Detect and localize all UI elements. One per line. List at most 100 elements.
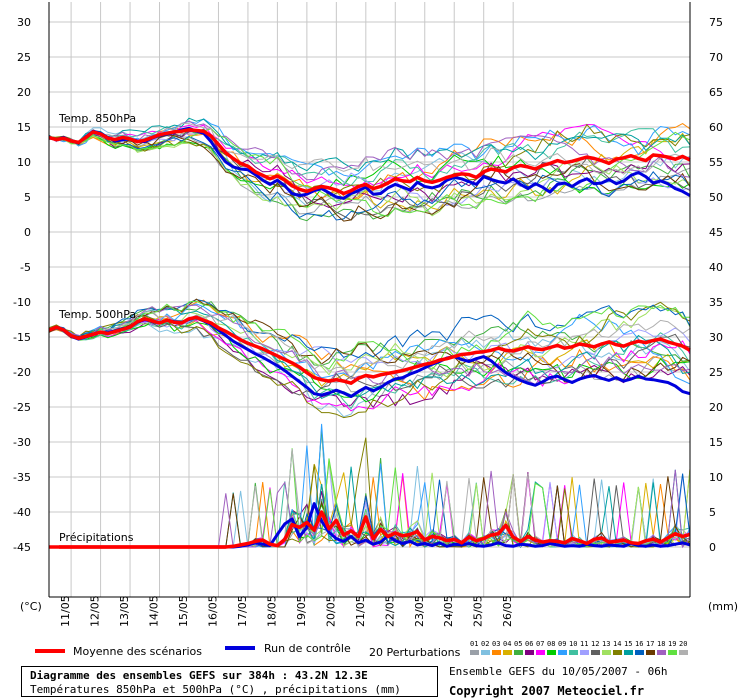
perturbation-id: 07 — [536, 640, 544, 648]
legend-perturbations-label: 20 Perturbations — [369, 646, 461, 659]
chart-axes: 302520151050-5-10-15-20-25-30-35-40-4575… — [13, 2, 723, 627]
y-tick-label: -20 — [13, 366, 31, 379]
perturbation-id: 06 — [525, 640, 533, 648]
left-unit-label: (°C) — [20, 600, 42, 613]
y-tick-label: -5 — [20, 261, 31, 274]
y-tick-label: 25 — [17, 51, 31, 64]
perturbation-legend: 01 02 03 04 05 06 07 08 09 10 11 12 13 14 15 16 17 18 19 20 — [470, 640, 688, 655]
chart-grid — [49, 2, 690, 597]
perturbation-swatch — [646, 650, 655, 655]
perturbation-line — [48, 318, 691, 410]
x-tick-label: 22/05 — [383, 595, 396, 627]
panel-label-t500: Temp. 500hPa — [58, 308, 136, 321]
perturbation-id: 01 — [470, 640, 478, 648]
perturbation-line — [48, 132, 691, 212]
ensemble-chart: 302520151050-5-10-15-20-25-30-35-40-4575… — [13, 2, 738, 659]
y2-tick-label: 55 — [709, 156, 723, 169]
y2-tick-label: 15 — [709, 436, 723, 449]
y2-tick-label: 20 — [709, 401, 723, 414]
y-tick-label: -40 — [13, 506, 31, 519]
x-tick-label: 21/05 — [354, 595, 367, 627]
legend-control-label: Run de contrôle — [264, 642, 351, 655]
x-tick-label: 25/05 — [472, 595, 485, 627]
perturbation-line — [48, 304, 691, 386]
perturbation-id: 18 — [657, 640, 665, 648]
perturbation-id: 15 — [624, 640, 632, 648]
x-tick-label: 17/05 — [236, 595, 249, 627]
y-tick-label: -35 — [13, 471, 31, 484]
y-tick-label: -25 — [13, 401, 31, 414]
perturbation-swatch — [613, 650, 622, 655]
footer-subtitle: Températures 850hPa et 500hPa (°C) , pré… — [30, 683, 401, 696]
x-tick-label: 11/05 — [59, 595, 72, 627]
x-tick-label: 15/05 — [177, 595, 190, 627]
chart-legend: Moyenne des scénarios Run de contrôle 20… — [35, 640, 688, 659]
perturbation-id: 14 — [613, 640, 621, 648]
x-tick-label: 13/05 — [118, 595, 131, 627]
y-tick-label: -45 — [13, 541, 31, 554]
y2-tick-label: 70 — [709, 51, 723, 64]
x-tick-label: 23/05 — [413, 595, 426, 627]
y2-tick-label: 40 — [709, 261, 723, 274]
y-tick-label: -10 — [13, 296, 31, 309]
perturbation-swatch — [525, 650, 534, 655]
legend-mean-label: Moyenne des scénarios — [73, 645, 202, 658]
perturbation-swatch — [591, 650, 600, 655]
y2-tick-label: 45 — [709, 226, 723, 239]
y-tick-label: -30 — [13, 436, 31, 449]
perturbation-swatch — [492, 650, 501, 655]
mean-t500-line — [48, 315, 691, 385]
perturbation-swatch — [602, 650, 611, 655]
perturbation-line — [48, 117, 691, 172]
perturbation-line — [48, 321, 691, 403]
perturbation-id: 08 — [547, 640, 555, 648]
perturbation-id: 04 — [503, 640, 511, 648]
perturbation-swatch — [569, 650, 578, 655]
perturbation-swatch — [624, 650, 633, 655]
perturbation-line — [48, 130, 691, 222]
y2-tick-label: 50 — [709, 191, 723, 204]
perturbation-swatch — [470, 650, 479, 655]
footer-title: Diagramme des ensembles GEFS sur 384h : … — [30, 669, 368, 682]
perturbation-id: 17 — [646, 640, 654, 648]
ensemble-info: Ensemble GEFS du 10/05/2007 - 06h — [449, 665, 668, 678]
x-tick-label: 19/05 — [295, 595, 308, 627]
y2-tick-label: 65 — [709, 86, 723, 99]
y-tick-label: 0 — [24, 226, 31, 239]
perturbation-swatch — [679, 650, 688, 655]
x-tick-label: 14/05 — [148, 595, 161, 627]
y2-tick-label: 25 — [709, 366, 723, 379]
perturbation-id: 10 — [569, 640, 577, 648]
perturbation-swatch — [668, 650, 677, 655]
y2-tick-label: 30 — [709, 331, 723, 344]
perturbation-line — [48, 300, 691, 370]
perturbation-id: 09 — [558, 640, 566, 648]
y-tick-label: 10 — [17, 156, 31, 169]
perturbation-line — [48, 125, 691, 187]
main-lines — [48, 126, 691, 549]
x-tick-label: 24/05 — [442, 595, 455, 627]
perturbation-swatch — [657, 650, 666, 655]
panel-label-t850: Temp. 850hPa — [58, 112, 136, 125]
perturbation-swatch — [514, 650, 523, 655]
perturbation-line — [48, 131, 691, 221]
perturbation-swatch — [536, 650, 545, 655]
perturbation-id: 03 — [492, 640, 500, 648]
x-tick-label: 12/05 — [89, 595, 102, 627]
perturbation-id: 19 — [668, 640, 676, 648]
perturbation-id: 16 — [635, 640, 643, 648]
perturbation-id: 20 — [679, 640, 687, 648]
y2-tick-label: 60 — [709, 121, 723, 134]
perturbation-swatch — [481, 650, 490, 655]
x-tick-label: 16/05 — [206, 595, 219, 627]
y2-tick-label: 0 — [709, 541, 716, 554]
perturbation-line — [48, 310, 691, 380]
perturbation-swatch — [558, 650, 567, 655]
perturbation-swatch — [547, 650, 556, 655]
y-tick-label: 15 — [17, 121, 31, 134]
perturbation-line — [48, 128, 691, 217]
right-unit-label: (mm) — [708, 600, 738, 613]
x-tick-label: 18/05 — [265, 595, 278, 627]
y2-tick-label: 10 — [709, 471, 723, 484]
y2-tick-label: 5 — [709, 506, 716, 519]
